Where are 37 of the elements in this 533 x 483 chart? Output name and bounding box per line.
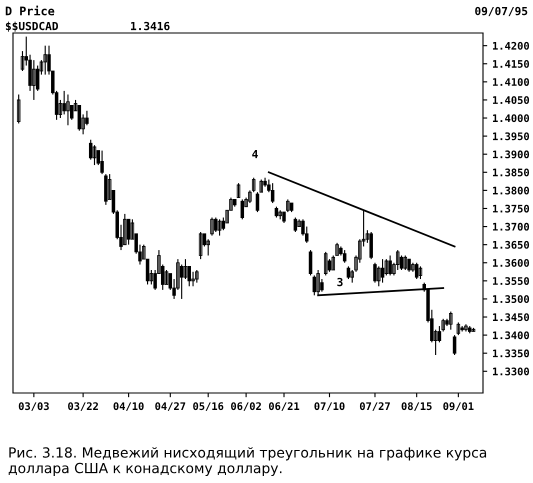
x-tick-label: 07/27: [360, 402, 390, 411]
y-tick-label: 1.3700: [492, 222, 530, 231]
x-tick-label: 06/21: [268, 402, 300, 411]
x-tick-label: 06/02: [231, 402, 261, 411]
y-tick-label: 1.3400: [492, 331, 530, 340]
y-tick-label: 1.4000: [492, 114, 530, 122]
y-tick-label: 1.3350: [492, 349, 530, 358]
annotation: 4: [252, 150, 258, 158]
text: Рис. 3.18. Медвежий нисходящий треугольник на графике курса доллара США к конадскому доллару.: [8, 447, 486, 476]
x-tick-label: 03/03: [18, 402, 49, 411]
x-tick-label: 09/01: [443, 402, 474, 411]
y-tick-label: 1.4050: [492, 96, 530, 104]
chart-title: D Price: [6, 6, 54, 16]
y-tick-label: 1.3500: [492, 295, 530, 304]
x-tick-label: 08/15: [402, 402, 432, 411]
y-tick-label: 1.4150: [492, 60, 530, 68]
text: 1.3416: [131, 22, 170, 30]
chart-subtitle: $$USDCAD: [6, 22, 58, 32]
x-tick-label: 04/27: [155, 402, 186, 411]
y-tick-label: 1.3800: [492, 186, 530, 194]
y-tick-label: 1.3550: [492, 277, 530, 285]
x-tick-label: 04/10: [114, 402, 144, 411]
annotation: 3: [337, 278, 343, 286]
y-tick-label: 1.4100: [492, 78, 530, 86]
x-tick-label: 07/10: [314, 402, 345, 411]
y-tick-label: 1.3450: [492, 313, 530, 322]
y-tick-label: 1.3750: [492, 204, 530, 213]
y-tick-label: 1.3900: [492, 150, 530, 158]
y-tick-label: 1.3650: [492, 240, 530, 249]
x-tick-label: 03/22: [68, 402, 98, 411]
y-tick-label: 1.3850: [492, 168, 530, 176]
y-tick-label: 1.4200: [492, 42, 530, 50]
y-tick-label: 1.3950: [492, 132, 530, 140]
y-tick-label: 1.3300: [492, 368, 530, 376]
x-tick-label: 05/16: [193, 402, 224, 411]
y-tick-label: 1.3600: [492, 258, 530, 267]
text: 09/07/95: [475, 6, 528, 16]
